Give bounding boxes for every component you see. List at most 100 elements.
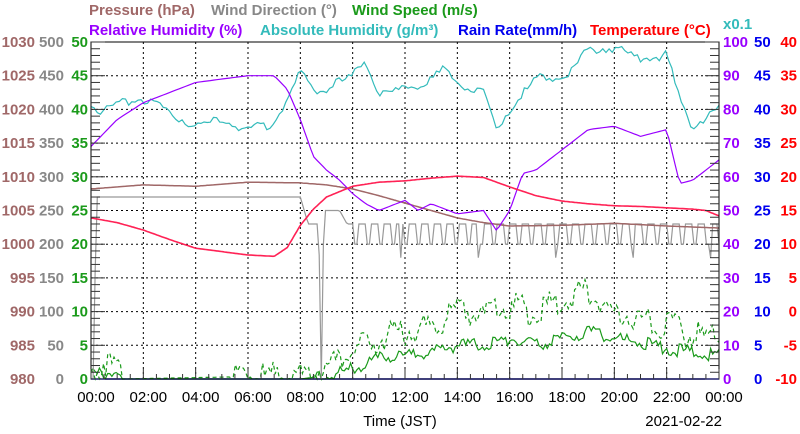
- rain-rate-tick-label: 15: [754, 270, 771, 287]
- relative-humidity-tick-label: 90: [723, 68, 740, 85]
- legend-temperature: Temperature (°C): [590, 22, 711, 39]
- x-tick-label: 04:00: [182, 389, 220, 406]
- x-tick-label: 02:00: [130, 389, 168, 406]
- relative-humidity-tick-label: 30: [723, 270, 740, 287]
- temperature-tick-label: 5: [789, 270, 797, 287]
- pressure-tick-label: 990: [10, 304, 35, 321]
- relative-humidity-tick-label: 100: [723, 34, 748, 51]
- temperature-tick-label: -10: [775, 371, 797, 388]
- rain-rate-tick-label: 20: [754, 236, 771, 253]
- wind-speed-tick-label: 25: [71, 203, 88, 220]
- relative-humidity-tick-label: 20: [723, 304, 740, 321]
- wind-speed-tick-label: 10: [71, 304, 88, 321]
- legend-pressure: Pressure (hPa): [89, 2, 195, 19]
- temperature-tick-label: 10: [780, 236, 797, 253]
- relative-humidity-tick-label: 40: [723, 236, 740, 253]
- wind-direction-tick-label: 400: [39, 101, 64, 118]
- pressure-tick-label: 995: [10, 270, 35, 287]
- pressure-tick-label: 1005: [2, 203, 35, 220]
- relative-humidity-tick-label: 70: [723, 135, 740, 152]
- wind-speed-tick-label: 0: [80, 371, 88, 388]
- absolute-humidity-line: [90, 45, 720, 132]
- wind-direction-tick-label: 450: [39, 68, 64, 85]
- legend: Pressure (hPa) Wind Direction (°) Wind Spe…: [89, 2, 752, 39]
- pressure-tick-label: 980: [10, 371, 35, 388]
- temperature-tick-label: 20: [780, 169, 797, 186]
- ticks: [90, 41, 720, 380]
- x-tick-label: 18:00: [548, 389, 586, 406]
- rain-rate-tick-label: 0: [754, 371, 762, 388]
- rain-rate-tick-label: 45: [754, 68, 771, 85]
- x-tick-label: 00:00: [77, 389, 115, 406]
- relative-humidity-tick-label: 50: [723, 203, 740, 220]
- legend-rain-rate: Rain Rate(mm/h): [458, 22, 577, 39]
- grid: [91, 42, 719, 379]
- relative-humidity-line: [90, 75, 720, 231]
- temperature-tick-label: 15: [780, 203, 797, 220]
- relative-humidity-tick-label: 80: [723, 101, 740, 118]
- rain-rate-tick-label: 50: [754, 34, 771, 51]
- rain-rate-tick-label: 10: [754, 304, 771, 321]
- x-tick-label: 22:00: [653, 389, 691, 406]
- wind-speed-tick-label: 30: [71, 169, 88, 186]
- x-tick-label: 20:00: [601, 389, 639, 406]
- x-tick-label: 00:00: [705, 389, 743, 406]
- temperature-tick-label: 40: [780, 34, 797, 51]
- series-layer: [90, 45, 720, 381]
- wind-speed-tick-label: 5: [80, 337, 88, 354]
- axis-labels: 9809859909951000100510101015102010251030…: [2, 34, 797, 406]
- rain-rate-tick-label: 30: [754, 169, 771, 186]
- wind-speed-tick-label: 40: [71, 101, 88, 118]
- rain-rate-tick-label: 35: [754, 135, 771, 152]
- rain-rate-tick-label: 40: [754, 101, 771, 118]
- wind-direction-tick-label: 250: [39, 203, 64, 220]
- wind-direction-tick-label: 200: [39, 236, 64, 253]
- temperature-tick-label: 30: [780, 101, 797, 118]
- wind-direction-tick-label: 500: [39, 34, 64, 51]
- legend-wind-speed: Wind Speed (m/s): [352, 2, 478, 19]
- x-tick-label: 06:00: [234, 389, 272, 406]
- temperature-tick-label: 0: [789, 304, 797, 321]
- wind-speed-tick-label: 20: [71, 236, 88, 253]
- date-label: 2021-02-22: [645, 413, 722, 430]
- x-tick-label: 10:00: [339, 389, 377, 406]
- x-tick-label: 08:00: [287, 389, 325, 406]
- wind-direction-tick-label: 350: [39, 135, 64, 152]
- x-tick-label: 14:00: [444, 389, 482, 406]
- legend-scale-note: x0.1: [723, 16, 752, 33]
- pressure-tick-label: 1020: [2, 101, 35, 118]
- wind-direction-tick-label: 50: [47, 337, 64, 354]
- x-tick-label: 16:00: [496, 389, 534, 406]
- temperature-line: [90, 175, 720, 258]
- wind-direction-tick-label: 100: [39, 304, 64, 321]
- wind-speed-tick-label: 45: [71, 68, 88, 85]
- pressure-tick-label: 1025: [2, 68, 35, 85]
- wind-speed-tick-label: 15: [71, 270, 88, 287]
- rain-rate-tick-label: 25: [754, 203, 771, 220]
- pressure-line: [90, 181, 719, 229]
- wind-speed-gust-line: [90, 277, 720, 381]
- pressure-tick-label: 1030: [2, 34, 35, 51]
- pressure-tick-label: 1010: [2, 169, 35, 186]
- pressure-tick-label: 1000: [2, 236, 35, 253]
- relative-humidity-tick-label: 10: [723, 337, 740, 354]
- wind-direction-tick-label: 150: [39, 270, 64, 287]
- relative-humidity-tick-label: 0: [723, 371, 731, 388]
- legend-absolute-humidity: Absolute Humidity (g/m³): [260, 22, 438, 39]
- relative-humidity-tick-label: 60: [723, 169, 740, 186]
- wind-speed-tick-label: 50: [71, 34, 88, 51]
- legend-wind-direction: Wind Direction (°): [211, 2, 337, 19]
- pressure-tick-label: 1015: [2, 135, 35, 152]
- wind-direction-tick-label: 0: [56, 371, 64, 388]
- x-tick-label: 12:00: [391, 389, 429, 406]
- temperature-tick-label: 25: [780, 135, 797, 152]
- temperature-tick-label: -5: [784, 337, 797, 354]
- wind-speed-tick-label: 35: [71, 135, 88, 152]
- x-axis-title: Time (JST): [363, 413, 437, 430]
- legend-relative-humidity: Relative Humidity (%): [89, 22, 242, 39]
- rain-rate-tick-label: 5: [754, 337, 762, 354]
- temperature-tick-label: 35: [780, 68, 797, 85]
- wind-direction-tick-label: 300: [39, 169, 64, 186]
- pressure-tick-label: 985: [10, 337, 35, 354]
